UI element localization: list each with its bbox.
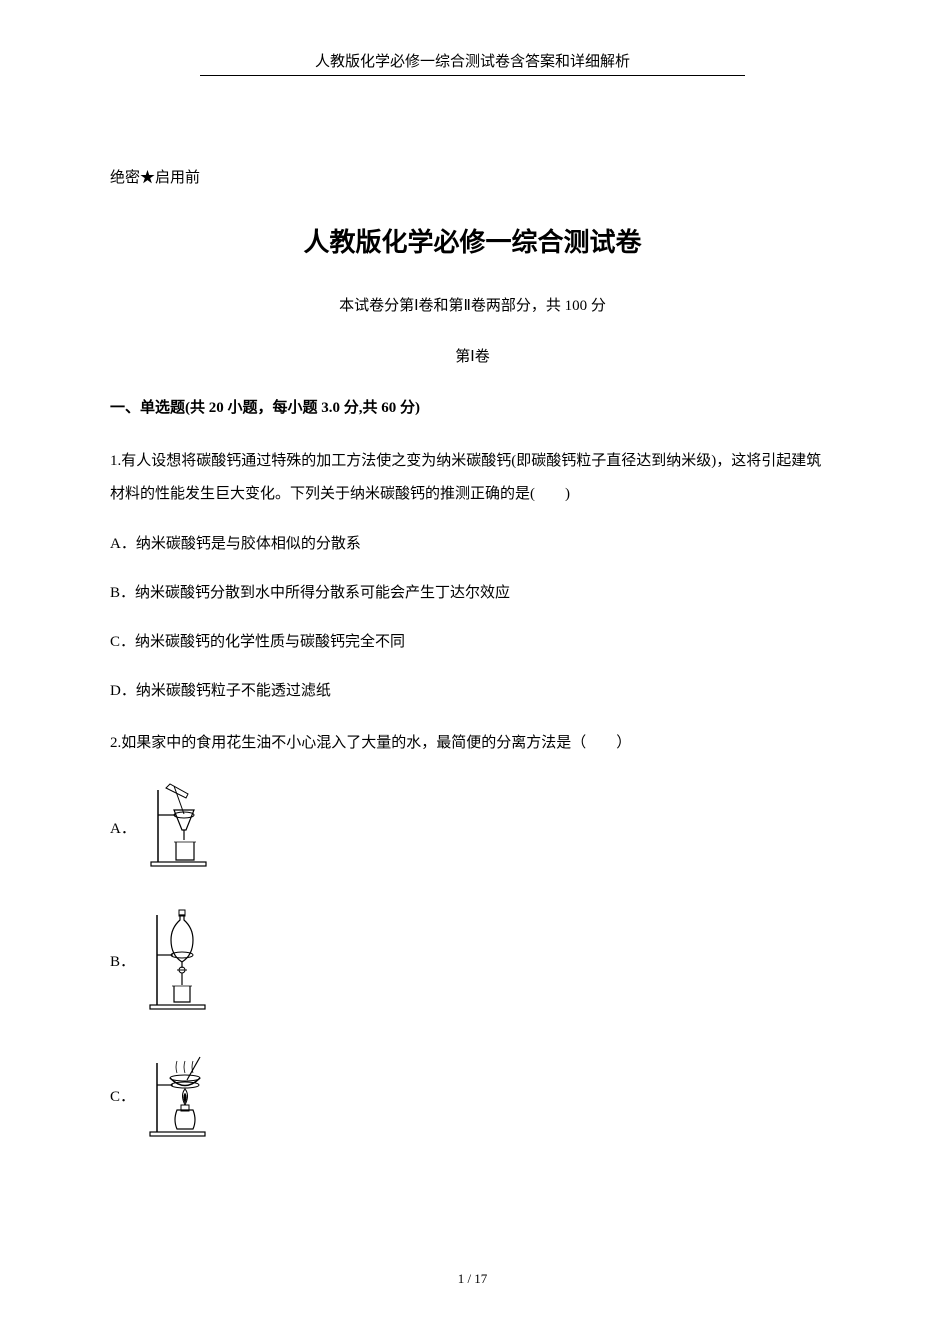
part-title: 第Ⅰ卷 bbox=[110, 345, 835, 366]
question-2-option-b: B． bbox=[110, 900, 835, 1020]
secret-line: 绝密★启用前 bbox=[110, 166, 835, 187]
filtration-apparatus-icon bbox=[146, 780, 221, 875]
question-1-text: 1.有人设想将碳酸钙通过特殊的加工方法使之变为纳米碳酸钙(即碳酸钙粒子直径达到纳… bbox=[110, 445, 835, 511]
question-1-option-b: B．纳米碳酸钙分散到水中所得分散系可能会产生丁达尔效应 bbox=[110, 580, 835, 607]
question-2-text: 2.如果家中的食用花生油不小心混入了大量的水，最简便的分离方法是（ ） bbox=[110, 727, 835, 760]
subtitle: 本试卷分第Ⅰ卷和第Ⅱ卷两部分，共 100 分 bbox=[110, 294, 835, 315]
option-b-label: B． bbox=[110, 950, 135, 971]
separating-funnel-apparatus-icon bbox=[145, 900, 215, 1020]
page-container: 人教版化学必修一综合测试卷含答案和详细解析 绝密★启用前 人教版化学必修一综合测… bbox=[0, 0, 945, 1210]
header-title: 人教版化学必修一综合测试卷含答案和详细解析 bbox=[110, 50, 835, 71]
evaporation-apparatus-icon bbox=[145, 1045, 225, 1145]
option-c-label: C． bbox=[110, 1085, 135, 1106]
option-a-label: A． bbox=[110, 817, 136, 838]
section-title: 一、单选题(共 20 小题，每小题 3.0 分,共 60 分) bbox=[110, 396, 835, 417]
question-1-option-d: D．纳米碳酸钙粒子不能透过滤纸 bbox=[110, 678, 835, 705]
header-underline bbox=[200, 75, 745, 76]
main-title: 人教版化学必修一综合测试卷 bbox=[110, 222, 835, 259]
question-1-option-a: A．纳米碳酸钙是与胶体相似的分散系 bbox=[110, 531, 835, 558]
question-2-option-c: C． bbox=[110, 1045, 835, 1145]
question-1-option-c: C．纳米碳酸钙的化学性质与碳酸钙完全不同 bbox=[110, 629, 835, 656]
question-2-option-a: A． bbox=[110, 780, 835, 875]
page-number: 1 / 17 bbox=[0, 1271, 945, 1287]
